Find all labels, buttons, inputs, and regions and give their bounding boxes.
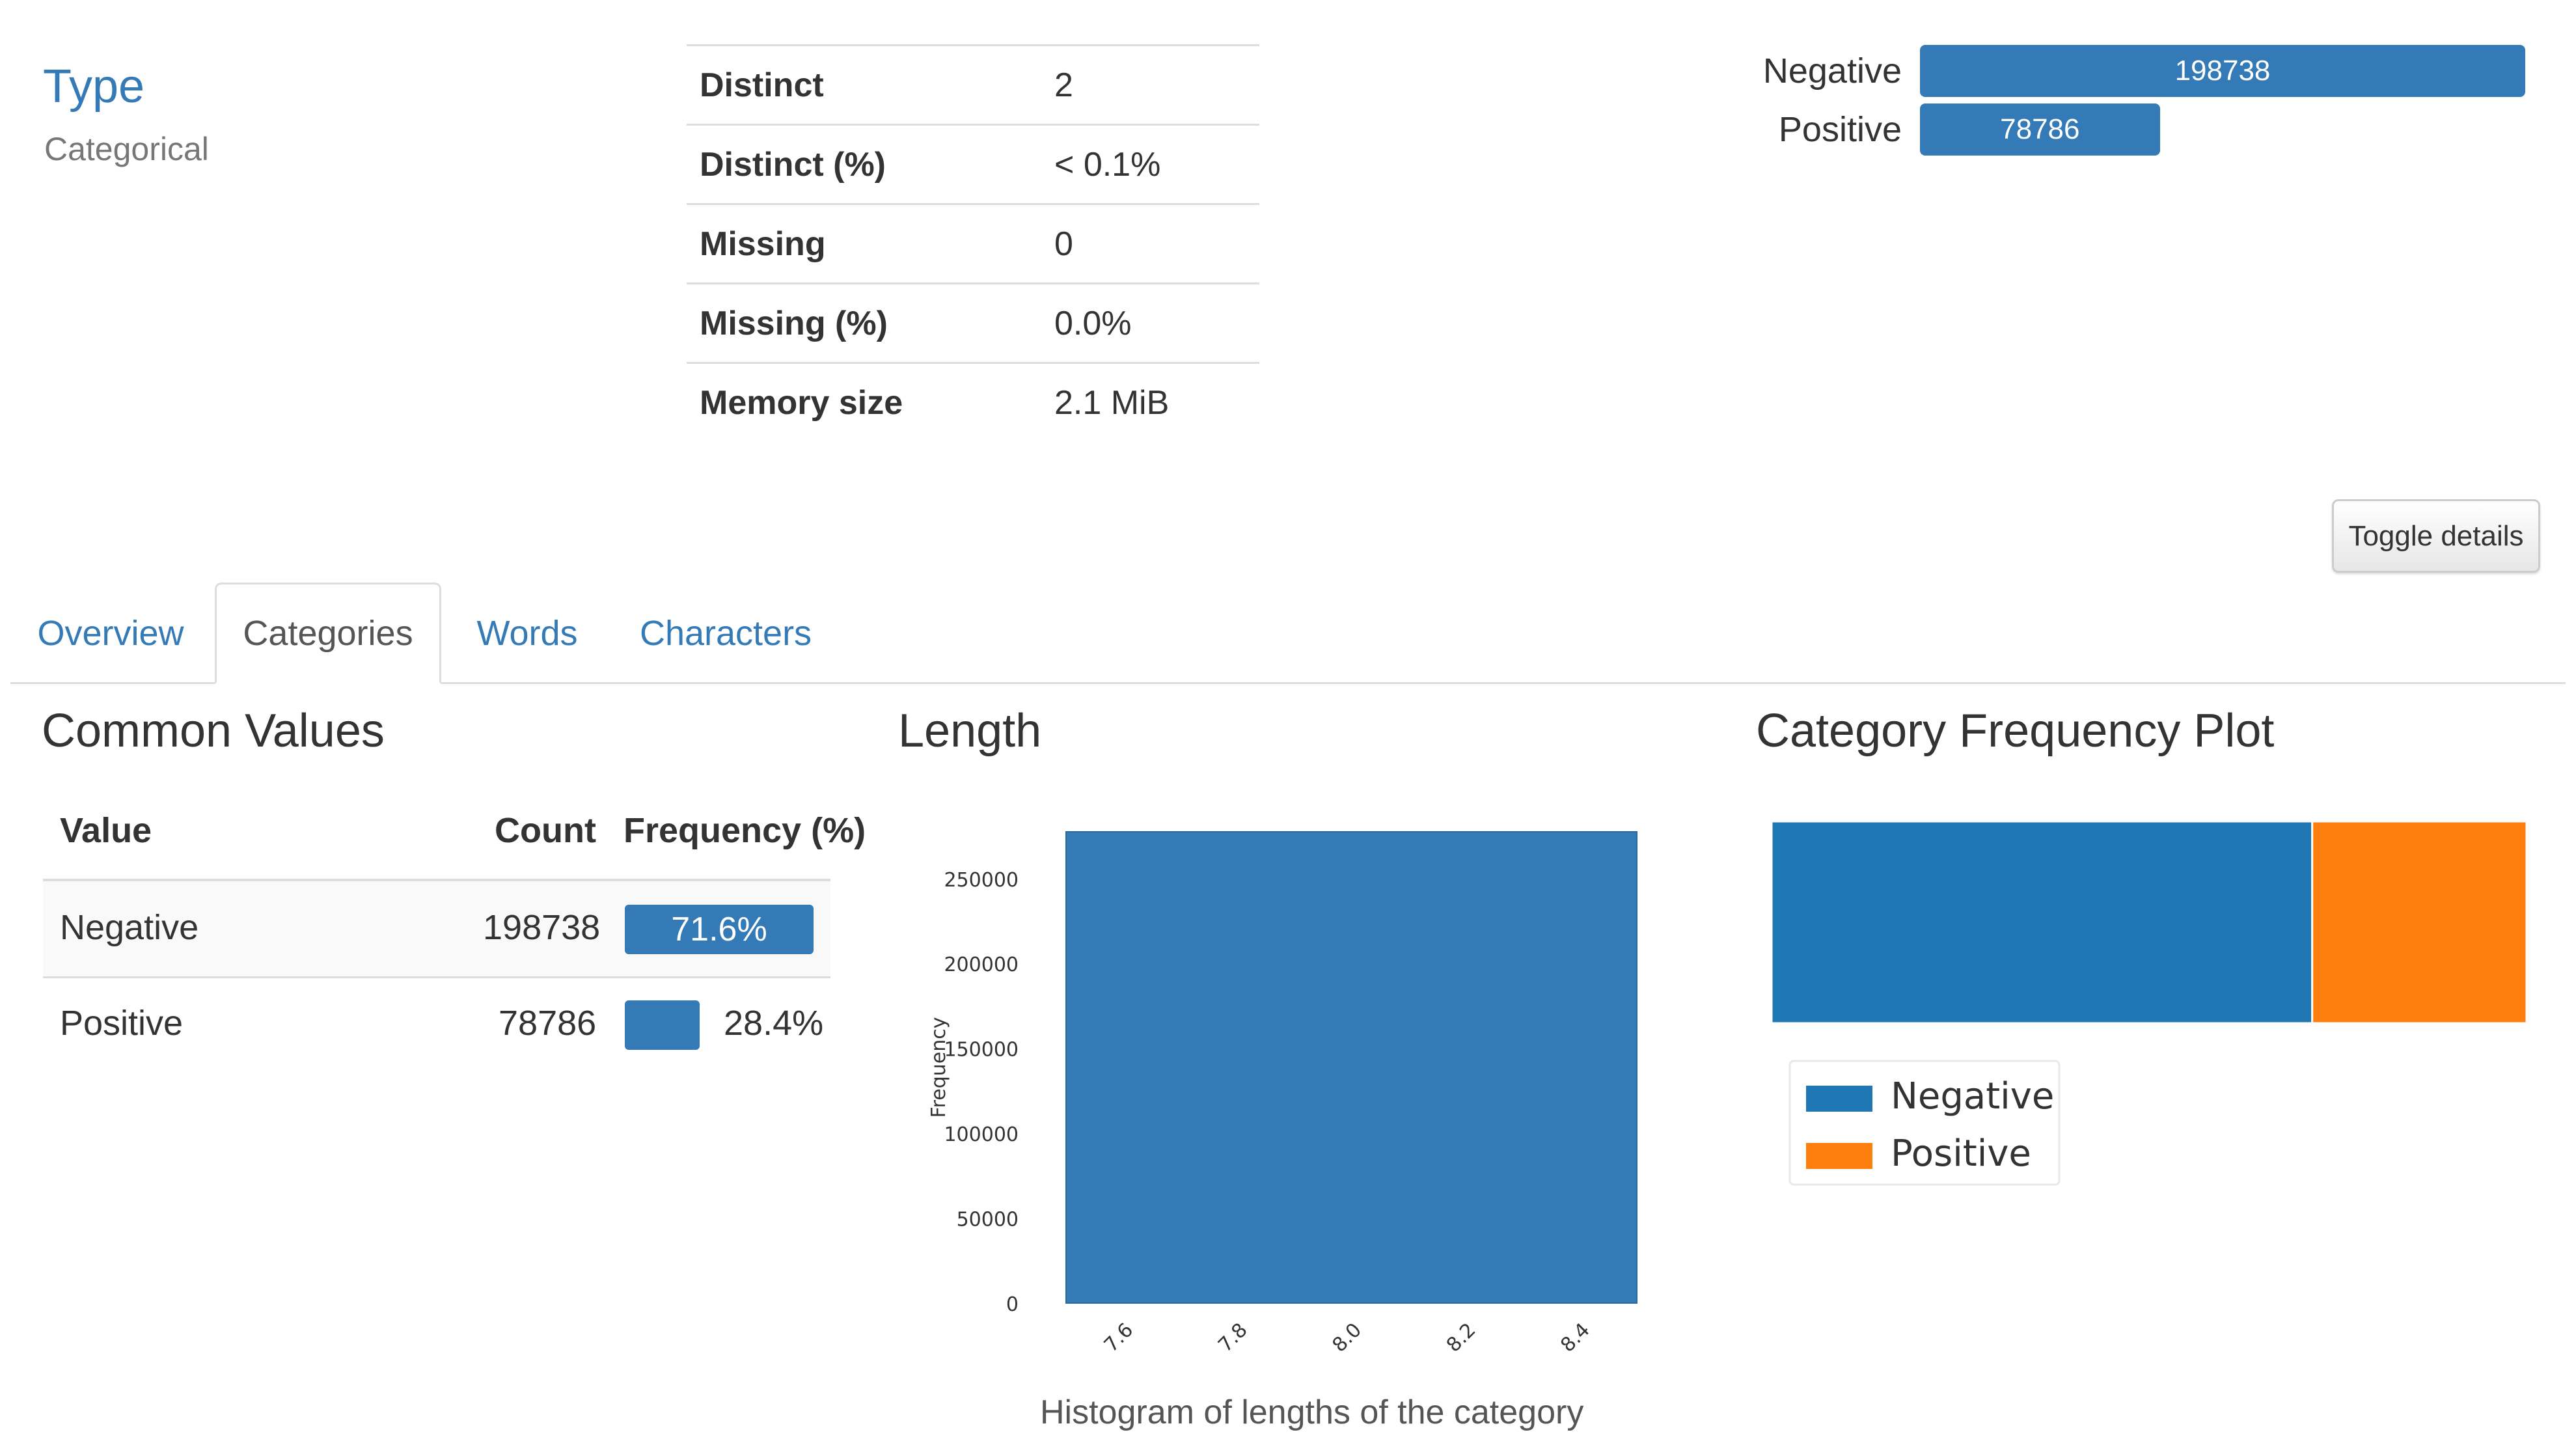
x-tick-label: 8.2 <box>1442 1319 1480 1356</box>
y-tick-label: 250000 <box>944 869 1019 892</box>
y-tick-label: 100000 <box>944 1123 1019 1146</box>
stats-row-memory: Memory size 2.1 MiB <box>687 362 1259 441</box>
tab-characters[interactable]: Characters <box>639 614 812 653</box>
frequency-label: 28.4% <box>724 1004 824 1043</box>
stats-row-missing: Missing 0 <box>687 203 1259 282</box>
category-plot-heading: Category Frequency Plot <box>1756 705 2275 757</box>
stats-value: 2.1 MiB <box>1054 383 1170 422</box>
type-heading: Type <box>43 61 145 113</box>
table-header-divider <box>43 879 830 881</box>
common-values-heading: Common Values <box>42 705 385 757</box>
stats-key: Missing (%) <box>700 304 888 342</box>
row-divider <box>43 976 830 978</box>
x-tick-label: 8.4 <box>1556 1319 1594 1356</box>
mini-bar: 78786 <box>1920 103 2160 156</box>
mini-frequency-bars: Negative 198738 Positive 78786 <box>1725 43 2545 160</box>
stats-key: Memory size <box>700 383 903 422</box>
mini-bar-row: Positive 78786 <box>1725 102 2545 158</box>
toggle-details-button[interactable]: Toggle details <box>2332 499 2540 573</box>
stacked-bar-segment <box>2311 820 2528 1024</box>
stats-value: 0.0% <box>1054 304 1132 342</box>
stats-row-distinct: Distinct 2 <box>687 44 1259 124</box>
tabs-divider <box>10 682 2566 684</box>
tab-words[interactable]: Words <box>476 614 578 653</box>
stats-value: 2 <box>1054 66 1073 104</box>
column-header-value: Value <box>60 811 152 850</box>
tab-categories[interactable]: Categories <box>215 583 441 684</box>
stats-value: < 0.1% <box>1054 145 1161 184</box>
mini-bar: 198738 <box>1920 45 2525 97</box>
table-row: Positive 78786 28.4% <box>43 978 830 1075</box>
stats-key: Distinct (%) <box>700 145 886 184</box>
histogram-bar <box>1065 831 1637 1304</box>
mini-bar-track: 198738 <box>1920 45 2525 97</box>
category-frequency-plot: Negative Positive <box>1770 820 2528 1186</box>
y-tick-label: 0 <box>1006 1293 1019 1316</box>
mini-bar-track: 78786 <box>1920 103 2525 156</box>
y-tick-label: 50000 <box>957 1209 1019 1231</box>
mini-bar-label: Negative <box>1762 51 1902 90</box>
histogram-caption: Histogram of lengths of the category <box>1040 1394 1584 1431</box>
type-value: Categorical <box>44 131 209 167</box>
column-header-frequency: Frequency (%) <box>623 811 866 850</box>
y-tick-label: 150000 <box>944 1039 1019 1062</box>
length-heading: Length <box>898 705 1042 757</box>
legend-swatch <box>1806 1143 1872 1169</box>
legend-swatch <box>1806 1086 1872 1112</box>
tab-overview[interactable]: Overview <box>37 614 184 653</box>
row-value: Positive <box>60 1004 184 1043</box>
legend-label: Positive <box>1891 1133 2031 1175</box>
stats-row-distinct-pct: Distinct (%) < 0.1% <box>687 124 1259 203</box>
legend-label: Negative <box>1891 1075 2054 1118</box>
row-count: 78786 <box>499 1004 597 1043</box>
frequency-bar <box>625 1000 700 1050</box>
frequency-bar: 71.6% <box>625 905 814 954</box>
y-axis-label: Frequency <box>927 1017 950 1118</box>
row-value: Negative <box>60 908 199 947</box>
stats-value: 0 <box>1054 225 1073 263</box>
stacked-bar-segment <box>1770 820 2314 1024</box>
column-header-count: Count <box>495 811 596 850</box>
row-count: 198738 <box>483 908 601 947</box>
stats-key: Missing <box>700 225 826 263</box>
x-tick-label: 7.6 <box>1100 1319 1138 1356</box>
x-tick-label: 8.0 <box>1328 1319 1366 1356</box>
x-tick-label: 7.8 <box>1214 1319 1252 1356</box>
stats-key: Distinct <box>700 66 824 104</box>
stats-table: Distinct 2 Distinct (%) < 0.1% Missing 0… <box>687 44 1259 441</box>
stats-row-missing-pct: Missing (%) 0.0% <box>687 282 1259 362</box>
table-row: Negative 198738 71.6% <box>43 881 830 978</box>
y-tick-label: 200000 <box>944 954 1019 976</box>
mini-bar-label: Positive <box>1778 110 1902 149</box>
mini-bar-row: Negative 198738 <box>1725 43 2545 99</box>
length-histogram: 0 50000 100000 150000 200000 250000 7.6 7.8 8.0 8… <box>927 831 1637 1357</box>
